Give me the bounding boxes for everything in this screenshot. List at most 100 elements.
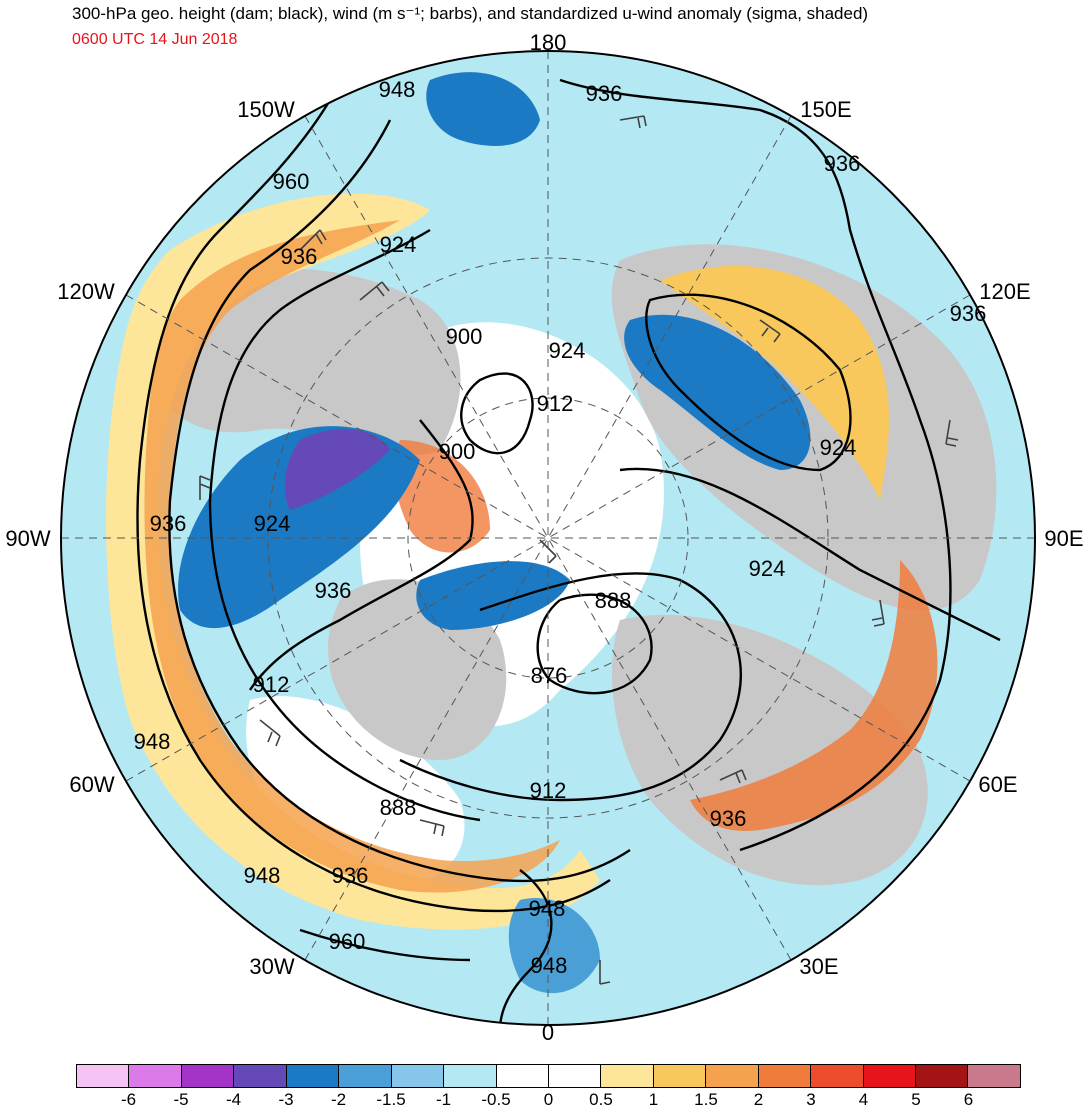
map-disc	[61, 51, 1035, 1025]
colorbar-swatch	[234, 1065, 287, 1087]
contour-936-east	[559, 78, 952, 852]
wind-barb	[719, 769, 747, 784]
colorbar-tick-label: -5	[173, 1090, 189, 1109]
contour-label: 936	[315, 578, 352, 603]
lon-label-180: 180	[530, 30, 567, 55]
wind-barb	[299, 229, 327, 251]
contour-label: 960	[329, 929, 366, 954]
lon-label-0: 0	[542, 1020, 554, 1045]
contour-900	[460, 372, 534, 455]
colorbar-swatch	[811, 1065, 864, 1087]
colorbar-tick-label: -2	[330, 1090, 347, 1109]
lon-label-30w: 30W	[249, 954, 294, 979]
colorbar-tick-label: -0.5	[481, 1090, 511, 1109]
contour-label: 924	[549, 338, 586, 363]
wind-barb	[759, 319, 781, 343]
polar-map: 948 936 960 936 924 936 900 924 912 900 …	[5, 30, 1083, 1045]
contour-936	[168, 119, 631, 883]
map-title: 300-hPa geo. height (dam; black), wind (…	[72, 4, 869, 23]
contour-924-siberia	[645, 293, 852, 472]
colorbar-tick-label: 4	[858, 1090, 869, 1109]
wind-barb	[539, 539, 557, 564]
lon-label-120w: 120W	[57, 279, 115, 304]
colorbar-swatch	[181, 1065, 235, 1087]
lon-label-150w: 150W	[237, 97, 295, 122]
contour-label: 900	[446, 324, 483, 349]
contour-label: 936	[950, 301, 987, 326]
contour-labels: 948 936 960 936 924 936 900 924 912 900 …	[134, 77, 987, 978]
lon-label-90e: 90E	[1044, 526, 1083, 551]
colorbar-tick-label: 1.5	[694, 1090, 718, 1109]
negative-anomaly-siberia	[624, 314, 811, 470]
wind-barb	[359, 281, 390, 301]
contour-876	[536, 593, 653, 695]
colorbar-tick-label: 3	[806, 1090, 816, 1109]
colorbar-swatch	[916, 1065, 969, 1087]
lon-label-60e: 60E	[978, 772, 1017, 797]
colorbar-swatch	[758, 1065, 812, 1087]
colorbar-swatch	[77, 1065, 130, 1087]
colorbar-tick-label: 1	[648, 1090, 659, 1109]
colorbar-tick-label: -1	[435, 1090, 452, 1109]
colorbar-swatch	[548, 1065, 602, 1087]
contour-label: 924	[380, 232, 417, 257]
contour-948-south	[498, 869, 553, 1025]
colorbar-swatch	[706, 1065, 759, 1087]
wind-barb	[871, 599, 885, 627]
colorbar-tick-label: 2	[753, 1090, 764, 1109]
lon-label-30e: 30E	[799, 954, 838, 979]
contour-924	[208, 228, 481, 822]
colorbar-swatch	[968, 1065, 1020, 1087]
colorbar-swatch	[601, 1065, 654, 1087]
contour-label: 948	[529, 896, 566, 921]
contour-label: 888	[380, 795, 417, 820]
lon-label-60w: 60W	[69, 772, 114, 797]
lon-label-120e: 120E	[979, 279, 1030, 304]
colorbar-tick-labels: -6 -5 -4 -3 -2 -1.5 -1 -0.5 0 0.5 1 1.5 2 3 4 5 6	[0, 1090, 1088, 1112]
positive-anomaly-east-europe	[690, 560, 938, 831]
contour-label: 936	[710, 806, 747, 831]
colorbar-swatch	[653, 1065, 707, 1087]
negative-anomaly-canada-core	[284, 429, 390, 510]
wind-barbs	[199, 115, 959, 985]
contour-label: 924	[254, 511, 291, 536]
latitude-circle-middle	[267, 257, 829, 819]
contour-924-east	[619, 467, 1001, 642]
contour-label: 936	[586, 81, 623, 106]
contour-label: 876	[531, 663, 568, 688]
positive-anomaly-canada	[394, 440, 490, 553]
contour-label: 912	[253, 672, 290, 697]
negative-anomaly-canada	[178, 426, 420, 629]
wind-barb	[599, 960, 611, 985]
wind-barb	[259, 719, 281, 747]
colorbar-swatch	[496, 1065, 549, 1087]
lon-label-150e: 150E	[800, 97, 851, 122]
contour-label: 936	[150, 511, 187, 536]
colorbar	[76, 1064, 1021, 1088]
contour-label: 936	[332, 863, 369, 888]
wind-barb	[619, 115, 647, 129]
colorbar-swatch	[286, 1065, 340, 1087]
contour-948	[136, 99, 611, 913]
colorbar-tick-label: 0	[543, 1090, 554, 1109]
wind-barb	[419, 819, 445, 837]
colorbar-tick-label: 5	[911, 1090, 921, 1109]
longitude-labels: 180 150E 120E 90E 60E 30E 0 30W 60W 90W …	[5, 30, 1083, 1045]
colorbar-swatch	[391, 1065, 445, 1087]
contour-label: 948	[244, 863, 281, 888]
contour-label: 936	[281, 244, 318, 269]
colorbar-tick-label: -4	[225, 1090, 242, 1109]
colorbar-tick-label: -6	[120, 1090, 137, 1109]
latitude-circle-inner	[407, 397, 689, 679]
contour-label: 948	[134, 729, 171, 754]
land-europe	[611, 614, 928, 886]
colorbar-swatch	[863, 1065, 916, 1087]
contour-960	[299, 928, 471, 962]
contour-label: 912	[530, 778, 567, 803]
contour-label: 960	[273, 169, 310, 194]
lon-label-90w: 90W	[5, 526, 50, 551]
colorbar-swatch	[129, 1065, 182, 1087]
map-border	[60, 50, 1036, 1026]
wind-barb	[945, 419, 959, 447]
contour-label: 948	[379, 77, 416, 102]
